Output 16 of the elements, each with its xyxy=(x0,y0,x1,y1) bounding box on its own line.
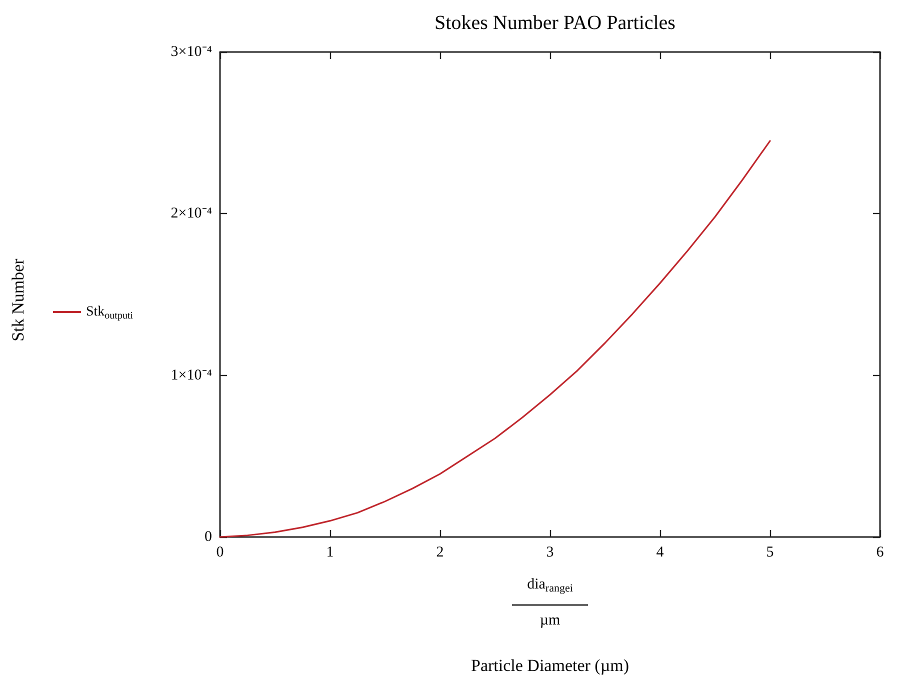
x-tick-label: 5 xyxy=(766,544,774,560)
x-tick-label: 1 xyxy=(326,544,334,560)
text: µm xyxy=(540,612,560,628)
x-tick-label: 4 xyxy=(656,544,664,560)
y-tick-label: 2×10⁻⁴ xyxy=(170,206,212,222)
chart-title: Stokes Number PAO Particles xyxy=(434,12,676,34)
y-tick-label: 3×10⁻⁴ xyxy=(170,44,212,60)
y-tick-label: 1×10⁻⁴ xyxy=(170,367,212,384)
x-tick-label: 2 xyxy=(436,544,444,560)
text: Stk Number xyxy=(8,258,28,342)
x-tick-label: 3 xyxy=(546,544,554,560)
x-tick-label: 6 xyxy=(876,544,884,560)
y-tick-label: 0 xyxy=(204,529,212,545)
x-tick-label: 0 xyxy=(216,544,224,560)
line-series xyxy=(219,140,771,538)
text: Particle Diameter (µm) xyxy=(470,656,630,675)
